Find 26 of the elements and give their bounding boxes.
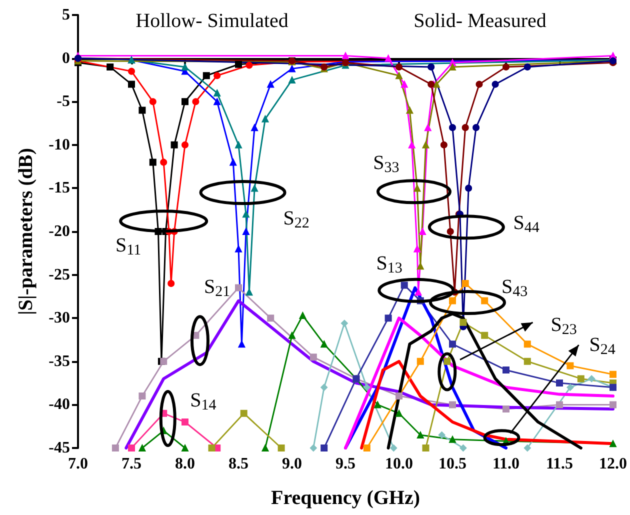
x-tick-label: 7.0 bbox=[68, 456, 88, 472]
x-tick-label: 11.0 bbox=[492, 456, 520, 472]
y-tick-label: -30 bbox=[48, 310, 70, 327]
x-tick-label: 9.0 bbox=[282, 456, 302, 472]
x-tick-label: 10.5 bbox=[438, 456, 466, 472]
x-tick-label: 10.0 bbox=[385, 456, 413, 472]
y-axis-title: |S|-parameters (dB) bbox=[15, 148, 37, 316]
y-tick-label: -45 bbox=[48, 440, 70, 456]
x-tick-label: 8.5 bbox=[228, 456, 248, 472]
annotation: Hollow- Simulated bbox=[136, 10, 288, 32]
x-tick-label: 12.0 bbox=[599, 456, 627, 472]
y-tick-label: -20 bbox=[48, 223, 70, 240]
y-tick-label: -40 bbox=[48, 396, 70, 414]
x-tick-label: 8.0 bbox=[175, 456, 195, 472]
y-tick-label: -25 bbox=[48, 266, 70, 284]
x-tick-label: 9.5 bbox=[336, 456, 356, 472]
y-tick-label: -35 bbox=[48, 352, 70, 370]
y-tick-label: 0 bbox=[62, 50, 70, 67]
x-tick-label: 7.5 bbox=[122, 456, 142, 472]
annotation: Solid- Measured bbox=[414, 10, 546, 32]
y-tick-label: -15 bbox=[48, 180, 70, 197]
y-tick-label: 5 bbox=[62, 6, 70, 24]
y-tick-label: -5 bbox=[56, 93, 70, 110]
x-axis-title: Frequency (GHz) bbox=[270, 487, 420, 509]
y-tick-label: -10 bbox=[48, 136, 70, 154]
x-tick-label: 11.5 bbox=[546, 456, 574, 472]
